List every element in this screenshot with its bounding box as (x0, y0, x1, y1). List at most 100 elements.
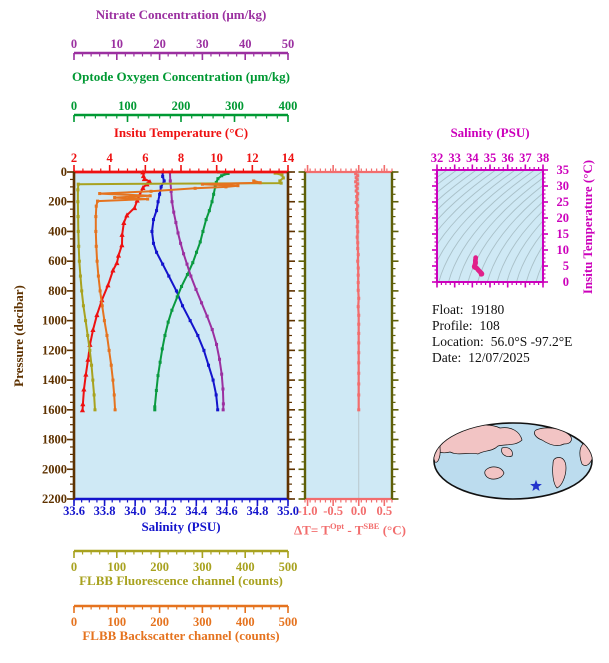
svg-text:37: 37 (519, 151, 532, 165)
svg-text:1400: 1400 (42, 373, 67, 387)
backscatter-axis-title: FLBB Backscatter channel (counts) (82, 628, 280, 643)
svg-text:1600: 1600 (42, 403, 67, 417)
nitrate-axis-title: Nitrate Concentration (μm/kg) (95, 7, 267, 22)
svg-text:800: 800 (48, 284, 67, 298)
svg-text:1200: 1200 (42, 343, 67, 357)
svg-text:10: 10 (111, 37, 124, 51)
svg-text:12: 12 (246, 151, 259, 165)
svg-text:2: 2 (71, 151, 77, 165)
svg-text:33.6: 33.6 (63, 504, 85, 518)
svg-text:35.0: 35.0 (277, 504, 299, 518)
svg-text:10: 10 (210, 151, 223, 165)
svg-text:400: 400 (236, 560, 255, 574)
delta-t-title-part2: - T (344, 522, 364, 538)
svg-text:100: 100 (118, 99, 137, 113)
svg-text:40: 40 (239, 37, 252, 51)
svg-text:300: 300 (193, 615, 212, 629)
svg-text:8: 8 (178, 151, 184, 165)
world-locator-map (433, 422, 593, 500)
ts-salinity-axis-title: Salinity (PSU) (450, 125, 530, 140)
svg-text:300: 300 (225, 99, 244, 113)
svg-text:33.8: 33.8 (94, 504, 116, 518)
svg-text:600: 600 (48, 254, 67, 268)
svg-text:0: 0 (71, 615, 77, 629)
ts-temperature-axis-title: Insitu Temperature (°C) (580, 159, 595, 295)
location-label: Location: (432, 334, 484, 349)
svg-text:34.6: 34.6 (216, 504, 238, 518)
salinity-axis-title: Salinity (PSU) (141, 519, 221, 534)
svg-text:100: 100 (107, 615, 126, 629)
float-id-value: 19180 (470, 302, 505, 317)
svg-text:32: 32 (431, 151, 444, 165)
delta-t-axis-title: ΔT= TOpt - TSBE (°C) (294, 519, 406, 537)
svg-text:35: 35 (484, 151, 497, 165)
location-value: 56.0°S -97.2°E (490, 334, 573, 349)
svg-text:0: 0 (71, 560, 77, 574)
pressure-axis-title: Pressure (decibar) (11, 285, 26, 387)
svg-text:100: 100 (107, 560, 126, 574)
svg-text:0.5: 0.5 (377, 504, 393, 518)
delta-t-title-sup2: SBE (363, 521, 380, 531)
svg-text:15: 15 (557, 227, 570, 241)
svg-text:34.8: 34.8 (246, 504, 268, 518)
svg-text:36: 36 (501, 151, 514, 165)
continent-southeast-asia (501, 447, 513, 457)
svg-text:4: 4 (107, 151, 114, 165)
svg-text:200: 200 (48, 195, 67, 209)
svg-text:0.0: 0.0 (351, 504, 367, 518)
oxygen-axis-title: Optode Oxygen Concentration (μm/kg) (72, 69, 290, 84)
svg-text:34.0: 34.0 (124, 504, 146, 518)
profile-number-line: Profile: 108 (432, 318, 572, 334)
svg-text:500: 500 (279, 560, 298, 574)
delta-t-title-part1: ΔT= T (294, 522, 330, 538)
svg-text:2000: 2000 (42, 462, 67, 476)
fluorescence-axis-title: FLBB Fluorescence channel (counts) (79, 573, 283, 588)
svg-text:1000: 1000 (42, 314, 67, 328)
svg-text:400: 400 (48, 224, 67, 238)
svg-text:2200: 2200 (42, 492, 67, 506)
svg-text:35: 35 (557, 163, 570, 177)
delta-t-title-part3: (°C) (379, 522, 406, 538)
svg-text:38: 38 (537, 151, 550, 165)
continent-south-america (552, 457, 567, 489)
svg-text:0: 0 (563, 275, 569, 289)
date-label: Date: (432, 350, 462, 365)
continent-australia (484, 466, 505, 480)
svg-text:30: 30 (557, 179, 570, 193)
svg-text:50: 50 (282, 37, 295, 51)
float-location-star (530, 479, 542, 491)
svg-text:10: 10 (557, 243, 570, 257)
svg-text:34: 34 (466, 151, 479, 165)
float-info-panel: Float: 19180 Profile: 108 Location: 56.0°S … (432, 302, 572, 366)
svg-text:34.4: 34.4 (185, 504, 208, 518)
svg-text:400: 400 (236, 615, 255, 629)
svg-text:30: 30 (196, 37, 209, 51)
svg-text:6: 6 (142, 151, 148, 165)
svg-text:1800: 1800 (42, 433, 67, 447)
svg-text:-1.0: -1.0 (298, 504, 318, 518)
svg-text:20: 20 (557, 211, 570, 225)
delta-t-title-sup1: Opt (329, 521, 345, 531)
svg-text:14: 14 (282, 151, 295, 165)
temperature-axis-title: Insitu Temperature (°C) (113, 125, 249, 140)
profile-number-value: 108 (479, 318, 500, 333)
svg-text:200: 200 (150, 560, 169, 574)
svg-text:500: 500 (279, 615, 298, 629)
svg-text:0: 0 (61, 165, 67, 179)
svg-text:5: 5 (563, 259, 569, 273)
svg-text:0: 0 (71, 99, 77, 113)
svg-text:33: 33 (448, 151, 461, 165)
svg-text:25: 25 (557, 195, 570, 209)
svg-text:200: 200 (150, 615, 169, 629)
svg-text:300: 300 (193, 560, 212, 574)
date-value: 12/07/2025 (468, 350, 530, 365)
svg-text:0: 0 (71, 37, 77, 51)
float-id-line: Float: 19180 (432, 302, 572, 318)
svg-text:20: 20 (153, 37, 166, 51)
location-line: Location: 56.0°S -97.2°E (432, 334, 572, 350)
float-id-label: Float: (432, 302, 464, 317)
svg-text:-0.5: -0.5 (323, 504, 343, 518)
svg-text:34.2: 34.2 (155, 504, 177, 518)
